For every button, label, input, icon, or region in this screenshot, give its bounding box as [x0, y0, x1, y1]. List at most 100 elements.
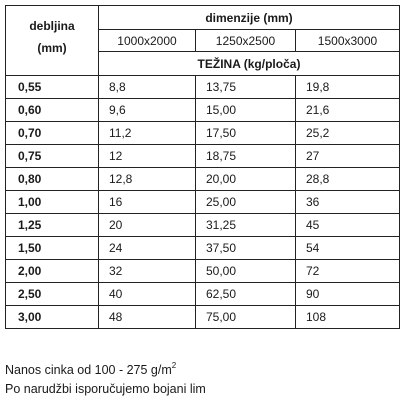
weight-cell: 17,50 — [195, 121, 296, 145]
dimensions-header: dimenzije (mm) — [98, 5, 400, 30]
table-row: 1,25 20 31,25 45 — [5, 213, 400, 237]
thickness-header-unit: (mm) — [37, 41, 67, 55]
thickness-cell: 2,50 — [5, 282, 99, 306]
weight-value: 12,8 — [109, 172, 133, 186]
table-row: 0,60 9,6 15,00 21,6 — [5, 98, 400, 122]
weight-value: 8,8 — [109, 80, 126, 94]
zinc-coating-text: Nanos cinka od 100 - 275 g/m — [5, 363, 172, 377]
table-row: 1,00 16 25,00 36 — [5, 190, 400, 214]
weight-value: 75,00 — [206, 310, 237, 324]
weight-value: 25,00 — [206, 195, 237, 209]
weight-cell: 20 — [98, 213, 196, 237]
table-row: 2,50 40 62,50 90 — [5, 282, 400, 306]
weight-table: debljina (mm) dimenzije (mm) 1000x2000 1… — [5, 5, 400, 329]
table-row: 1,50 24 37,50 54 — [5, 236, 400, 260]
weight-value: 12 — [109, 149, 123, 163]
weight-cell: 25,00 — [195, 190, 296, 214]
thickness-cell: 0,55 — [5, 75, 99, 99]
weight-cell: 37,50 — [195, 236, 296, 260]
thickness-cell: 0,70 — [5, 121, 99, 145]
weight-cell: 12 — [98, 144, 196, 168]
weight-value: 19,8 — [306, 80, 330, 94]
weight-cell: 28,8 — [295, 167, 400, 191]
weight-value: 90 — [306, 287, 320, 301]
weight-cell: 36 — [295, 190, 400, 214]
weight-cell: 32 — [98, 259, 196, 283]
weight-value: 9,6 — [109, 103, 126, 117]
weight-cell: 9,6 — [98, 98, 196, 122]
thickness-cell: 1,25 — [5, 213, 99, 237]
weight-cell: 75,00 — [195, 305, 296, 329]
thickness-header-label: debljina — [29, 19, 75, 33]
weight-value: 24 — [109, 241, 123, 255]
weight-value: 28,8 — [306, 172, 330, 186]
zinc-coating-note: Nanos cinka od 100 - 275 g/m2 — [5, 356, 206, 380]
header-row-dimensions: debljina (mm) dimenzije (mm) — [5, 5, 400, 76]
weight-value: 50,00 — [206, 264, 237, 278]
weight-value: 62,50 — [206, 287, 237, 301]
weight-cell: 19,8 — [295, 75, 400, 99]
weight-cell: 12,8 — [98, 167, 196, 191]
weight-cell: 31,25 — [195, 213, 296, 237]
weight-cell: 24 — [98, 236, 196, 260]
weight-cell: 45 — [295, 213, 400, 237]
table-row: 3,00 48 75,00 108 — [5, 305, 400, 329]
weight-value: 37,50 — [206, 241, 237, 255]
weight-value: 20,00 — [206, 172, 237, 186]
weight-value: 11,2 — [109, 126, 132, 140]
weight-cell: 18,75 — [195, 144, 296, 168]
weight-cell: 15,00 — [195, 98, 296, 122]
thickness-cell: 0,60 — [5, 98, 99, 122]
weight-cell: 48 — [98, 305, 196, 329]
table-row: 0,80 12,8 20,00 28,8 — [5, 167, 400, 191]
table-row: 0,70 11,2 17,50 25,2 — [5, 121, 400, 145]
thickness-cell: 0,75 — [5, 144, 99, 168]
weight-value: 31,25 — [206, 218, 237, 232]
weight-value: 40 — [109, 287, 123, 301]
weight-value: 21,6 — [306, 103, 330, 117]
weight-cell: 40 — [98, 282, 196, 306]
thickness-cell: 1,00 — [5, 190, 99, 214]
weight-value: 25,2 — [306, 126, 330, 140]
weight-cell: 62,50 — [195, 282, 296, 306]
weight-value: 20 — [109, 218, 123, 232]
weight-value: 15,00 — [206, 103, 237, 117]
weight-value: 17,50 — [206, 126, 237, 140]
painted-sheet-note: Po narudžbi isporučujemo bojani lim — [5, 382, 206, 396]
weight-cell: 13,75 — [195, 75, 296, 99]
weight-value: 36 — [306, 195, 320, 209]
zinc-coating-superscript: 2 — [171, 361, 177, 370]
weight-cell: 25,2 — [295, 121, 400, 145]
table-row: 0,75 12 18,75 27 — [5, 144, 400, 168]
weight-cell: 54 — [295, 236, 400, 260]
weight-value: 54 — [306, 241, 320, 255]
thickness-cell: 1,50 — [5, 236, 99, 260]
weight-value: 13,75 — [206, 80, 237, 94]
weight-cell: 108 — [295, 305, 400, 329]
weight-cell: 90 — [295, 282, 400, 306]
thickness-cell: 0,80 — [5, 167, 99, 191]
thickness-cell: 3,00 — [5, 305, 99, 329]
thickness-cell: 2,00 — [5, 259, 99, 283]
weight-cell: 16 — [98, 190, 196, 214]
weight-cell: 11,2 — [98, 121, 196, 145]
notes: Nanos cinka od 100 - 275 g/m2 Po narudžb… — [5, 356, 206, 399]
weight-value: 16 — [109, 195, 123, 209]
thickness-header: debljina (mm) — [5, 5, 99, 76]
weight-cell: 50,00 — [195, 259, 296, 283]
weight-cell: 8,8 — [98, 75, 196, 99]
weight-cell: 72 — [295, 259, 400, 283]
weight-cell: 27 — [295, 144, 400, 168]
weight-header: TEŽINA (kg/ploča) — [98, 51, 400, 76]
size-header-1250x2500: 1250x2500 — [195, 29, 296, 52]
weight-value: 18,75 — [206, 149, 237, 163]
weight-value: 72 — [306, 264, 320, 278]
weight-value: 27 — [306, 149, 320, 163]
weight-value: 48 — [109, 310, 123, 324]
size-header-1500x3000: 1500x3000 — [295, 29, 400, 52]
weight-cell: 20,00 — [195, 167, 296, 191]
table-row: 2,00 32 50,00 72 — [5, 259, 400, 283]
weight-cell: 21,6 — [295, 98, 400, 122]
table-row: 0,55 8,8 13,75 19,8 — [5, 75, 400, 99]
weight-value: 32 — [109, 264, 123, 278]
